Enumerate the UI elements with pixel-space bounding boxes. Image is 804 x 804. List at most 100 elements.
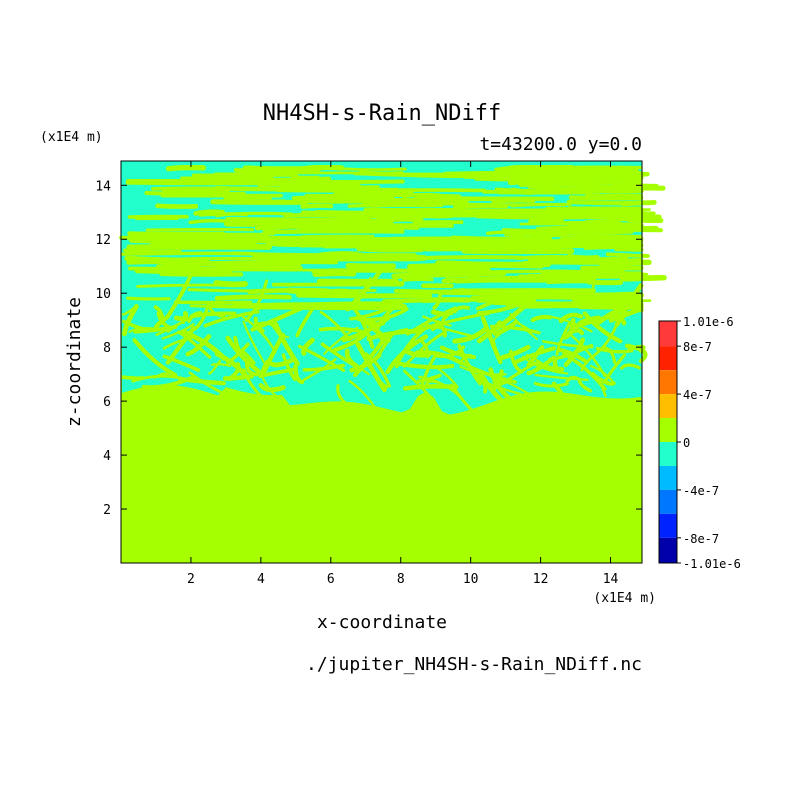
field-streak [343, 188, 487, 193]
colorbar [658, 320, 678, 564]
field-streak [336, 384, 350, 407]
field-streak [412, 220, 464, 225]
field-streak [568, 195, 644, 201]
field-streak [559, 227, 644, 233]
field-streak [452, 326, 489, 344]
field-streak [391, 271, 480, 280]
field-streak [563, 337, 585, 367]
field-streak [480, 315, 503, 365]
field-streak [394, 326, 427, 369]
field-streak [441, 277, 553, 284]
colorbar-labels: 1.01e-6 8e-7 4e-7 0 -4e-7 -8e-7 -1.01e-6 [677, 315, 741, 571]
x-tick-label: 8 [397, 572, 405, 587]
field-streak [247, 287, 331, 295]
x-tick-label: 4 [257, 572, 265, 587]
field-streak [402, 277, 434, 282]
x-axis-label: x-coordinate [317, 612, 447, 633]
field-streak [349, 360, 370, 376]
field-streak [619, 274, 648, 282]
field-streak [177, 376, 226, 386]
field-streak [430, 309, 448, 317]
field-streak [566, 253, 600, 261]
field-streak [312, 301, 403, 308]
field-streak [574, 297, 643, 303]
field-streak [301, 337, 315, 356]
field-streak [525, 353, 540, 362]
field-streak [356, 247, 424, 253]
plot-frame [120, 160, 643, 564]
field-streak [128, 237, 234, 244]
field-streak [165, 164, 207, 172]
field-streak [165, 325, 197, 365]
colorbar-bin [659, 394, 677, 419]
field-streak [527, 255, 617, 264]
field-streak [541, 340, 594, 349]
field-streak [524, 241, 643, 246]
field-streak [377, 331, 395, 356]
field-streak [156, 311, 171, 329]
field-streak [128, 326, 155, 334]
field-streak [499, 344, 531, 360]
field-streak [192, 262, 235, 267]
field-streak [258, 383, 286, 393]
y-tick-label: 8 [103, 341, 111, 356]
field-streak [155, 203, 199, 209]
field-streak [437, 243, 527, 249]
field-streak [492, 319, 519, 336]
field-streak [241, 349, 256, 365]
field-streak [242, 165, 322, 173]
field-streak [491, 199, 536, 204]
field-streak [133, 325, 178, 334]
field-streak [620, 363, 641, 370]
field-streak [488, 367, 516, 403]
field-streak [420, 297, 471, 303]
y-tick-label: 14 [95, 179, 111, 194]
field-streak [349, 352, 382, 373]
field-streak [566, 222, 644, 229]
colorbar-label: -4e-7 [683, 484, 719, 498]
y-tick-label: 6 [103, 395, 111, 410]
chart-subtitle: t=43200.0 y=0.0 [479, 134, 642, 155]
field-streak [258, 178, 405, 184]
field-streak [555, 322, 571, 356]
field-streak [403, 369, 429, 396]
field-streak [121, 307, 134, 316]
field-streak [458, 287, 500, 295]
field-streak [210, 199, 309, 205]
field-streak [318, 326, 369, 335]
field-streak [370, 203, 444, 208]
colorbar-bin [659, 370, 677, 395]
field-streak [603, 353, 627, 383]
field-streak [588, 238, 643, 245]
x-axis-ticks: 2 4 6 8 10 12 14 [187, 161, 619, 587]
y-axis-label: z-coordinate [64, 297, 85, 427]
field-streak [512, 346, 556, 365]
field-streak [435, 366, 458, 387]
colorbar-bin [659, 489, 677, 514]
colorbar-label: 0 [683, 436, 690, 450]
field-streak [312, 270, 357, 278]
field-streak [262, 332, 286, 373]
field-streak [244, 279, 269, 322]
field-streak [132, 338, 178, 378]
field-streak [534, 180, 567, 186]
field-streak [193, 209, 226, 216]
colorbar-bin [659, 513, 677, 538]
field-streak [360, 304, 406, 310]
field-bands [119, 161, 667, 423]
field-streak [203, 310, 260, 328]
field-streak [124, 255, 210, 263]
field-streak [302, 357, 337, 381]
field-streak [128, 266, 216, 271]
field-streak [476, 320, 503, 344]
field-streak [255, 303, 290, 311]
field-streak [393, 173, 493, 179]
field-streak [477, 369, 517, 415]
y-axis-unit: (x1E4 m) [40, 130, 103, 145]
field-streak [165, 271, 194, 319]
field-streak [227, 362, 241, 381]
colorbar-bin [659, 537, 677, 563]
x-tick-label: 2 [187, 572, 195, 587]
colorbar-label: -8e-7 [683, 532, 719, 546]
